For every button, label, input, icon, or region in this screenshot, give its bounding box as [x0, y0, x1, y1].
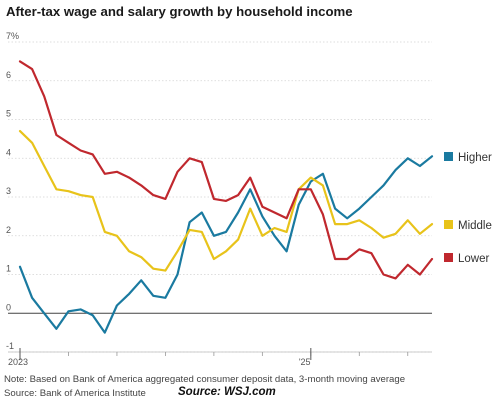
series-line-middle: [18, 130, 434, 272]
legend-swatch-higher: [444, 152, 453, 161]
y-tick-label: 3: [6, 186, 11, 196]
legend-label-middle: Middle: [458, 220, 492, 232]
y-tick-label: 4: [6, 147, 11, 157]
y-tick-label: -1: [6, 341, 14, 351]
x-axis-ticks: 2023 '25: [8, 348, 432, 367]
y-axis-ticks: 7% 6 5 4 3 2 1 0 -1: [6, 31, 19, 351]
legend-swatch-middle: [444, 220, 453, 229]
chart-credit: Source: WSJ.com: [178, 386, 276, 398]
y-tick-label: 1: [6, 264, 11, 274]
series-line-lower: [18, 60, 434, 280]
y-tick-label: 2: [6, 225, 11, 235]
y-tick-label: 7%: [6, 31, 19, 41]
legend: Higher Middle Lower: [444, 152, 492, 265]
chart-title: After-tax wage and salary growth by hous…: [6, 4, 353, 19]
series-lines: [18, 60, 434, 334]
chart-source: Source: Bank of America Institute: [4, 388, 146, 399]
y-tick-label: 6: [6, 70, 11, 80]
y-tick-label: 0: [6, 302, 11, 312]
legend-label-lower: Lower: [458, 253, 489, 265]
x-tick-label: 2023: [8, 357, 28, 367]
grid-lines: [8, 41, 432, 353]
chart-note: Note: Based on Bank of America aggregate…: [4, 374, 406, 385]
legend-label-higher: Higher: [458, 152, 492, 164]
legend-swatch-lower: [444, 253, 453, 262]
y-tick-label: 5: [6, 109, 11, 119]
x-tick-label: '25: [299, 357, 311, 367]
series-line-higher: [18, 155, 434, 334]
